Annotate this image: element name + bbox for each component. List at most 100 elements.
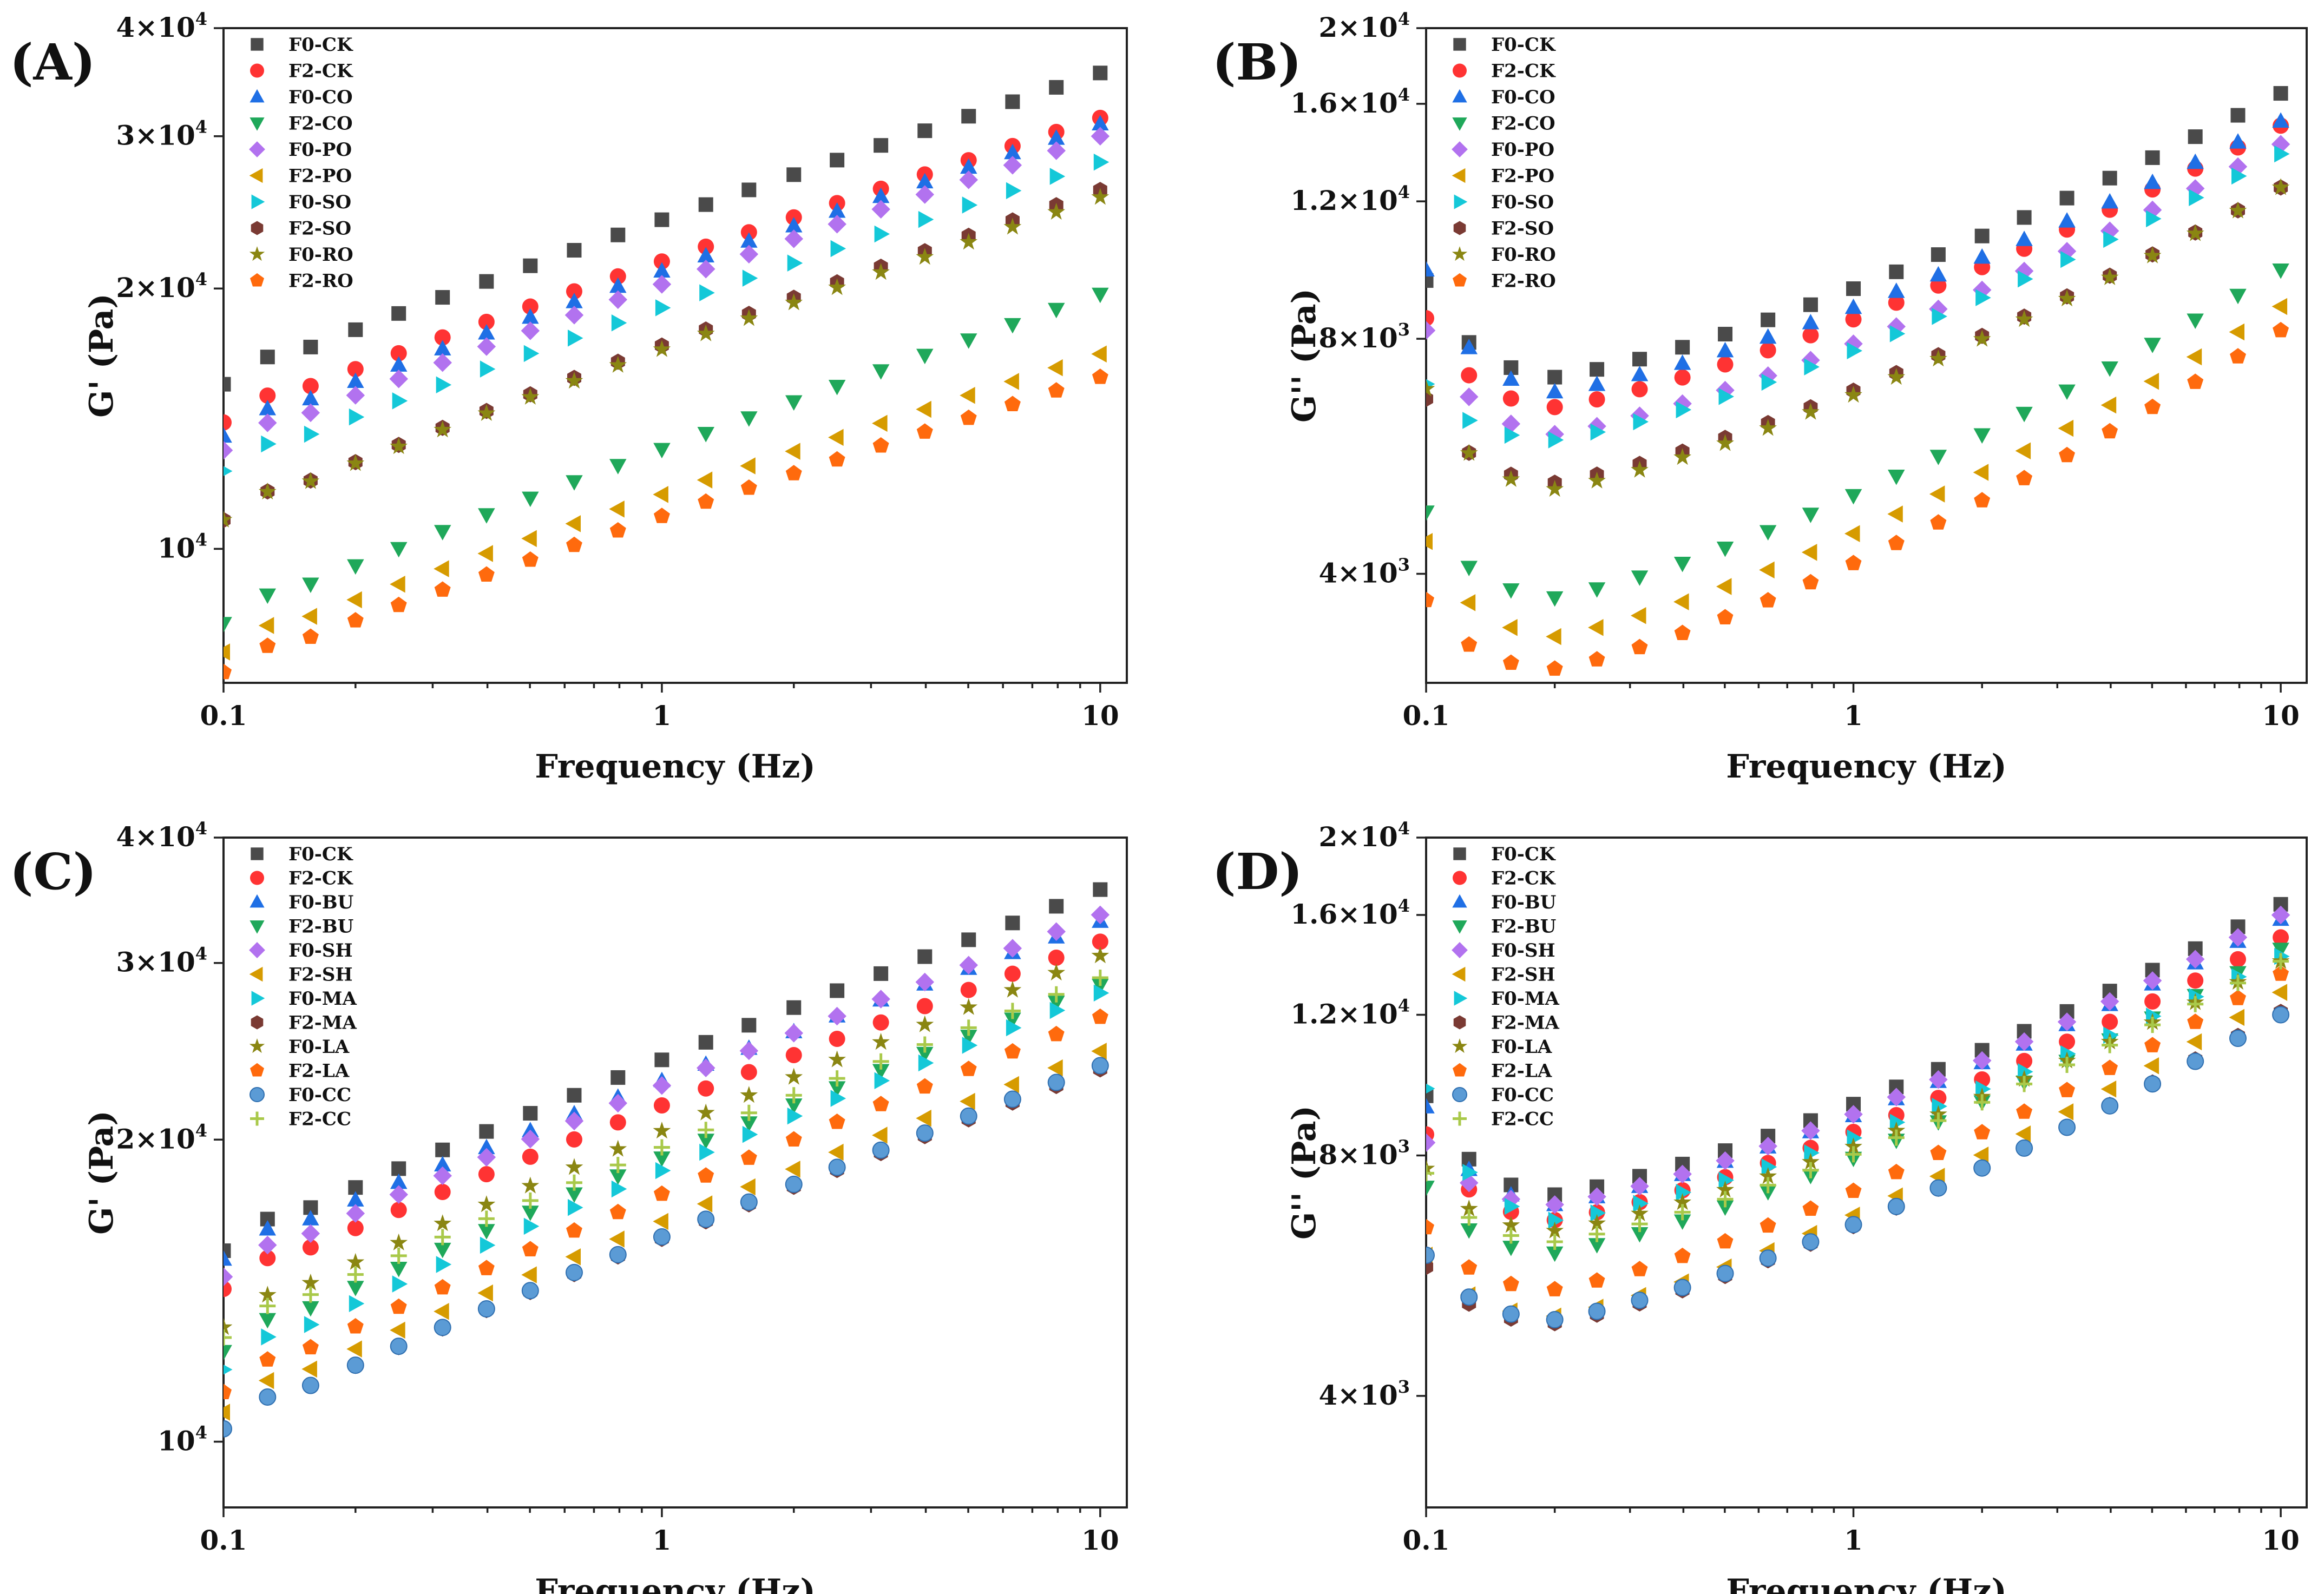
data-point [347, 1281, 364, 1296]
data-point [1802, 1233, 1820, 1251]
data-point [653, 262, 671, 278]
legend-label: F2-CK [288, 61, 353, 82]
x-tick-label: 1 [1844, 700, 1863, 732]
legend-label: F0-RO [288, 244, 353, 266]
data-point [609, 500, 625, 518]
data-point [1887, 1197, 1905, 1215]
data-point [1716, 578, 1732, 595]
data-point [2230, 108, 2246, 123]
data-point [1006, 182, 1022, 200]
data-point [1003, 218, 1022, 235]
data-point [2146, 210, 2162, 228]
data-point [1802, 1200, 1819, 1216]
legend-label: F2-PO [1491, 166, 1554, 187]
data-point [1974, 492, 1991, 508]
data-point [697, 1134, 714, 1149]
data-point [655, 299, 671, 317]
data-point [1426, 1133, 1436, 1152]
data-point [698, 1167, 714, 1183]
data-point [391, 306, 406, 321]
data-point [1003, 373, 1019, 390]
data-point [522, 491, 539, 508]
data-point [1093, 153, 1110, 171]
series-f0-po [224, 127, 1110, 460]
legend-label: F0-LA [1491, 1036, 1552, 1058]
x-tick-label: 0.1 [200, 700, 247, 732]
data-point [1545, 1195, 1564, 1214]
data-point [1092, 979, 1109, 994]
data-point [477, 1284, 493, 1302]
series-f2-la [1426, 965, 2289, 1296]
legend-label: F0-CO [1491, 87, 1555, 108]
data-point [1003, 1090, 1021, 1108]
data-point [1004, 1012, 1021, 1028]
data-point [609, 355, 627, 373]
data-point [2100, 992, 2119, 1011]
data-point [2102, 170, 2117, 186]
data-point [828, 1081, 846, 1097]
data-point [1759, 561, 1775, 579]
data-point [1760, 342, 1776, 359]
legend-label: F2-RO [288, 271, 353, 292]
data-point [1091, 946, 1110, 964]
data-point [1004, 965, 1021, 982]
data-point [2144, 993, 2161, 1010]
data-point [2186, 1033, 2202, 1051]
y-tick-label: 2×104 [116, 1120, 207, 1155]
legend: F0-CK F2-CK F0-CO F2-CO F0-PO F2-PO F0-SO F2-SO… [249, 34, 353, 292]
data-point [960, 233, 978, 250]
data-point [224, 441, 233, 460]
data-point [390, 1321, 405, 1339]
data-point [259, 400, 276, 416]
data-point [390, 576, 405, 593]
data-point [2229, 133, 2247, 149]
data-point [1974, 228, 1990, 243]
data-point [739, 245, 759, 264]
data-point [1802, 1162, 1819, 1178]
panel-a: (A) 0.1 1 10 104 2×104 3×104 4×104 Frequency (Hz… [10, 9, 1128, 786]
data-point [390, 437, 408, 455]
data-point [434, 329, 451, 346]
data-point [522, 1206, 539, 1221]
data-point [390, 1202, 407, 1218]
legend-marker [250, 920, 265, 934]
series-f2-ro [224, 368, 1108, 680]
data-point [392, 1275, 408, 1293]
series-f2-sh [224, 1043, 1107, 1421]
data-point [1092, 970, 1108, 986]
data-point [347, 612, 364, 628]
data-point [786, 167, 802, 182]
data-point [1631, 638, 1648, 655]
data-point [566, 536, 582, 552]
data-point [785, 1131, 802, 1147]
data-point [1632, 352, 1647, 367]
data-point [1047, 359, 1063, 377]
data-point [2186, 224, 2204, 241]
data-point [1844, 489, 1862, 505]
data-point [1633, 413, 1649, 431]
data-point [259, 1250, 276, 1267]
data-point [1460, 561, 1478, 576]
data-point [259, 588, 276, 604]
y-tick-label: 1.6×104 [1290, 84, 1410, 119]
data-point [2273, 953, 2289, 970]
legend-marker [250, 117, 265, 131]
data-point [1889, 1114, 1906, 1131]
data-point [1759, 525, 1777, 541]
data-point [433, 1166, 452, 1185]
y-tick-label: 3×104 [116, 117, 207, 152]
data-point [1718, 327, 1733, 342]
data-point [1888, 294, 1905, 311]
legend-marker [250, 1087, 265, 1102]
x-axis-title: Frequency (Hz) [535, 1572, 816, 1594]
data-point [1091, 188, 1110, 205]
legend-marker [249, 168, 263, 183]
data-point [566, 1131, 582, 1148]
data-point [697, 427, 714, 443]
data-point [1760, 592, 1776, 608]
data-point [1005, 915, 1020, 931]
data-point [874, 966, 889, 981]
data-point [1426, 505, 1435, 521]
